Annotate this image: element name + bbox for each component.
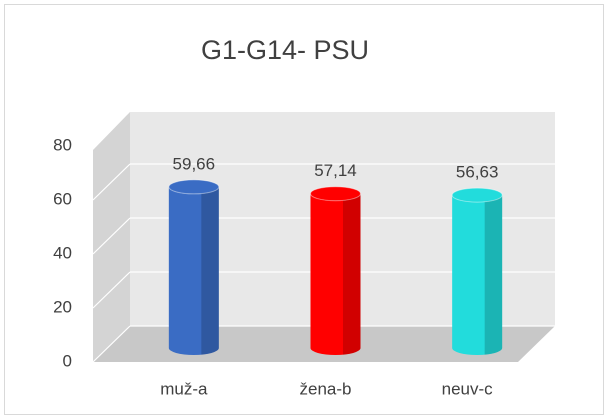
grid-line-side xyxy=(92,271,131,309)
chart-title: G1-G14- PSU xyxy=(201,35,369,65)
x-tick-label: žena-b xyxy=(300,379,352,398)
cylinder-shade xyxy=(343,193,361,355)
cylinder xyxy=(168,186,219,355)
x-tick-label: muž-a xyxy=(160,379,208,398)
x-tick-label: neuv-c xyxy=(442,379,494,398)
y-tick-label: 80 xyxy=(53,135,72,154)
cylinder-top xyxy=(451,187,503,203)
cylinder xyxy=(310,193,361,355)
grid-line-side xyxy=(92,217,131,255)
cylinder-top xyxy=(310,186,361,202)
value-label: 59,66 xyxy=(173,154,216,173)
cylinder-shade xyxy=(201,186,219,355)
side-wall xyxy=(93,112,130,362)
y-tick-label: 40 xyxy=(53,243,72,262)
cylinder-shade xyxy=(484,195,503,355)
cylinder xyxy=(452,195,503,355)
value-label: 56,63 xyxy=(456,163,499,182)
grid-line-side xyxy=(92,109,131,147)
grid-line-side xyxy=(92,163,131,201)
y-tick-label: 0 xyxy=(63,351,72,370)
cylinder-top xyxy=(168,179,220,195)
value-label: 57,14 xyxy=(314,161,357,180)
grid-line-side xyxy=(92,325,131,363)
y-tick-label: 20 xyxy=(53,297,72,316)
y-tick-label: 60 xyxy=(53,189,72,208)
